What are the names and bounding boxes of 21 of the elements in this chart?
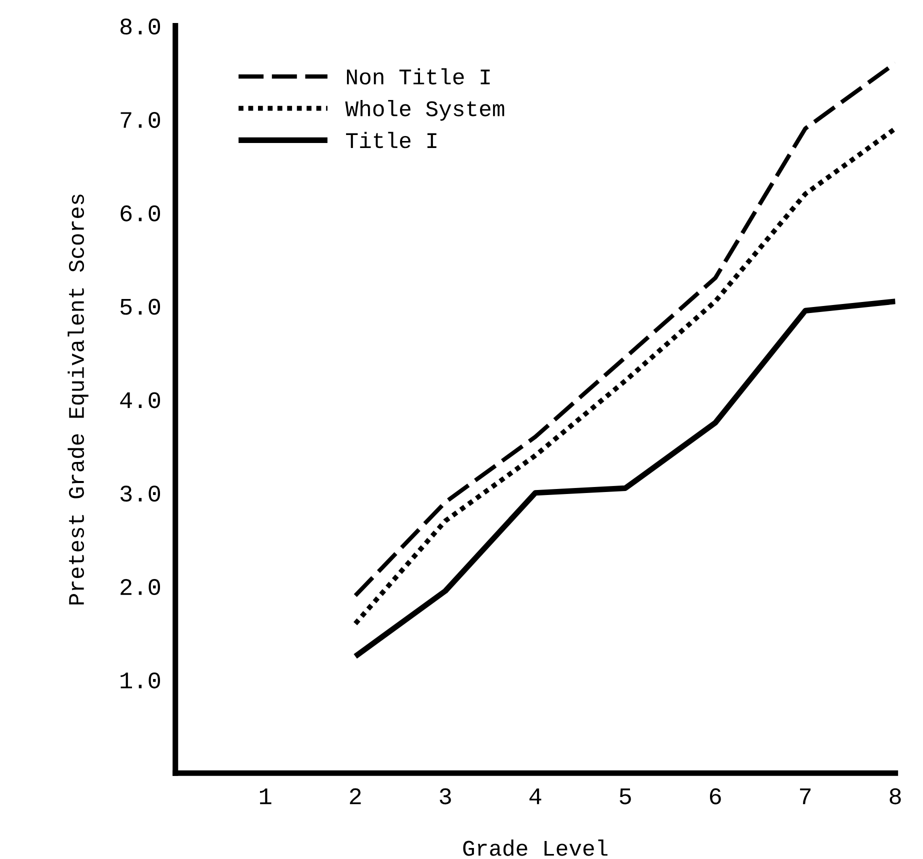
y-tick-label: 5.0 (120, 298, 160, 315)
x-tick-label: 5 (620, 788, 631, 804)
x-axis-title: Grade Level (463, 840, 608, 856)
y-tick-label: 2.0 (120, 579, 160, 596)
x-tick-label: 2 (350, 788, 361, 804)
y-tick-label: 1.0 (120, 672, 160, 688)
y-axis-title: Pretest Grade Equivalent Scores (68, 194, 88, 604)
y-tick-label: 7.0 (120, 112, 160, 128)
legend-label: Whole System (345, 100, 504, 121)
legend-label: Non Title I (346, 68, 490, 85)
y-tick-label: 8.0 (120, 18, 160, 35)
y-tick-label: 6.0 (120, 205, 160, 222)
y-tick-label: 4.0 (120, 392, 160, 408)
x-tick-label: 8 (890, 788, 901, 804)
legend-label: Title I (346, 132, 436, 148)
x-tick-label: 3 (440, 788, 451, 804)
x-tick-label: 7 (800, 788, 811, 804)
x-tick-label: 4 (529, 788, 542, 804)
x-tick-label: 6 (710, 788, 721, 804)
y-tick-label: 3.0 (120, 486, 160, 502)
x-tick-label: 1 (260, 788, 272, 804)
